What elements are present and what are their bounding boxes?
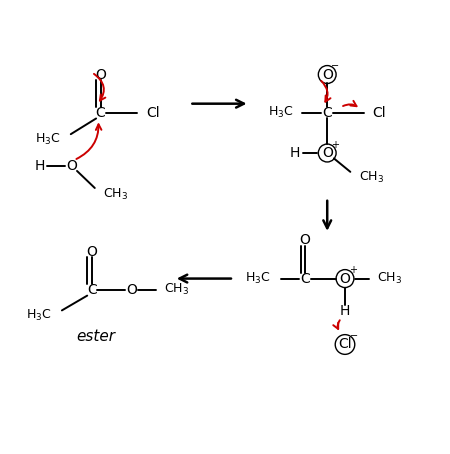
Text: O: O	[86, 245, 97, 259]
Text: −: −	[350, 331, 358, 340]
Text: O: O	[340, 271, 351, 286]
Text: ester: ester	[76, 329, 116, 345]
Text: H: H	[290, 146, 301, 160]
Text: O: O	[66, 159, 77, 173]
Text: Cl: Cl	[373, 106, 386, 120]
Text: O: O	[322, 68, 333, 82]
Text: $\mathregular{H_3C}$: $\mathregular{H_3C}$	[35, 132, 61, 147]
Text: $\mathregular{H_3C}$: $\mathregular{H_3C}$	[245, 271, 270, 286]
Text: −: −	[331, 61, 339, 71]
Text: +: +	[349, 266, 357, 276]
Text: C: C	[96, 106, 105, 120]
Text: $\mathregular{CH_3}$: $\mathregular{CH_3}$	[359, 170, 384, 185]
Text: C: C	[87, 283, 97, 297]
Text: $\mathregular{H_3C}$: $\mathregular{H_3C}$	[26, 308, 52, 323]
Text: O: O	[300, 233, 310, 247]
Text: C: C	[322, 106, 332, 120]
FancyArrowPatch shape	[343, 101, 356, 106]
Text: Cl: Cl	[338, 337, 352, 351]
FancyArrowPatch shape	[333, 320, 340, 329]
Text: $\mathregular{CH_3}$: $\mathregular{CH_3}$	[164, 282, 189, 297]
FancyArrowPatch shape	[94, 74, 105, 100]
Text: O: O	[126, 283, 137, 297]
Text: H: H	[340, 304, 350, 318]
Text: Cl: Cl	[146, 106, 159, 120]
Text: +: +	[331, 140, 339, 150]
Text: O: O	[322, 146, 333, 160]
Text: H: H	[35, 159, 45, 173]
Text: O: O	[95, 68, 106, 82]
Text: C: C	[300, 271, 310, 286]
Text: $\mathregular{CH_3}$: $\mathregular{CH_3}$	[103, 187, 128, 202]
Text: $\mathregular{H_3C}$: $\mathregular{H_3C}$	[268, 105, 294, 120]
FancyArrowPatch shape	[76, 124, 101, 159]
FancyArrowPatch shape	[321, 81, 330, 102]
Text: $\mathregular{CH_3}$: $\mathregular{CH_3}$	[377, 271, 402, 286]
